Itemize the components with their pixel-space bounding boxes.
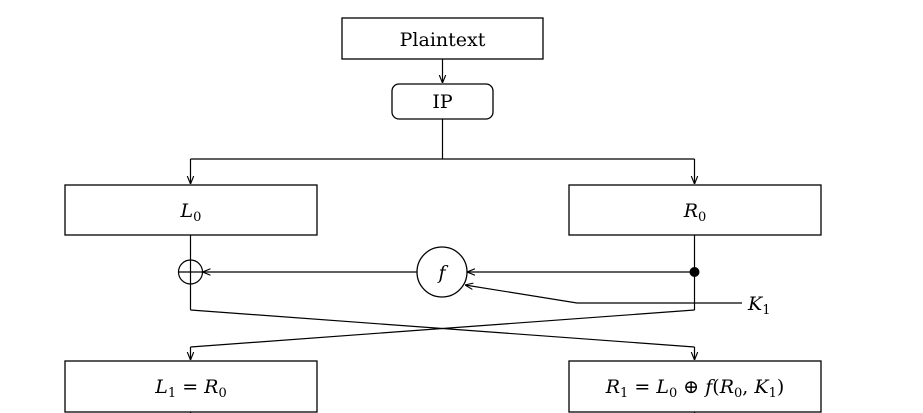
l0-label: L0 (180, 200, 202, 225)
line-cross-right-to-left (190, 309, 695, 348)
plaintext-box (341, 17, 544, 60)
arrow-k1-to-f (465, 285, 742, 304)
l1-box (64, 360, 318, 413)
l1-label: L1 = R0 (154, 376, 227, 401)
l0-box (64, 184, 318, 236)
r0-label: R0 (683, 200, 707, 225)
r1-box (568, 360, 822, 413)
plaintext-label: Plaintext (400, 29, 486, 51)
f-label: f (436, 262, 448, 284)
xor-icon (177, 259, 204, 285)
ip-label: IP (432, 91, 453, 113)
k1-label: K1 (747, 293, 770, 318)
r1-label: R1 = L0 ⊕ f(R0, K1) (605, 376, 785, 401)
